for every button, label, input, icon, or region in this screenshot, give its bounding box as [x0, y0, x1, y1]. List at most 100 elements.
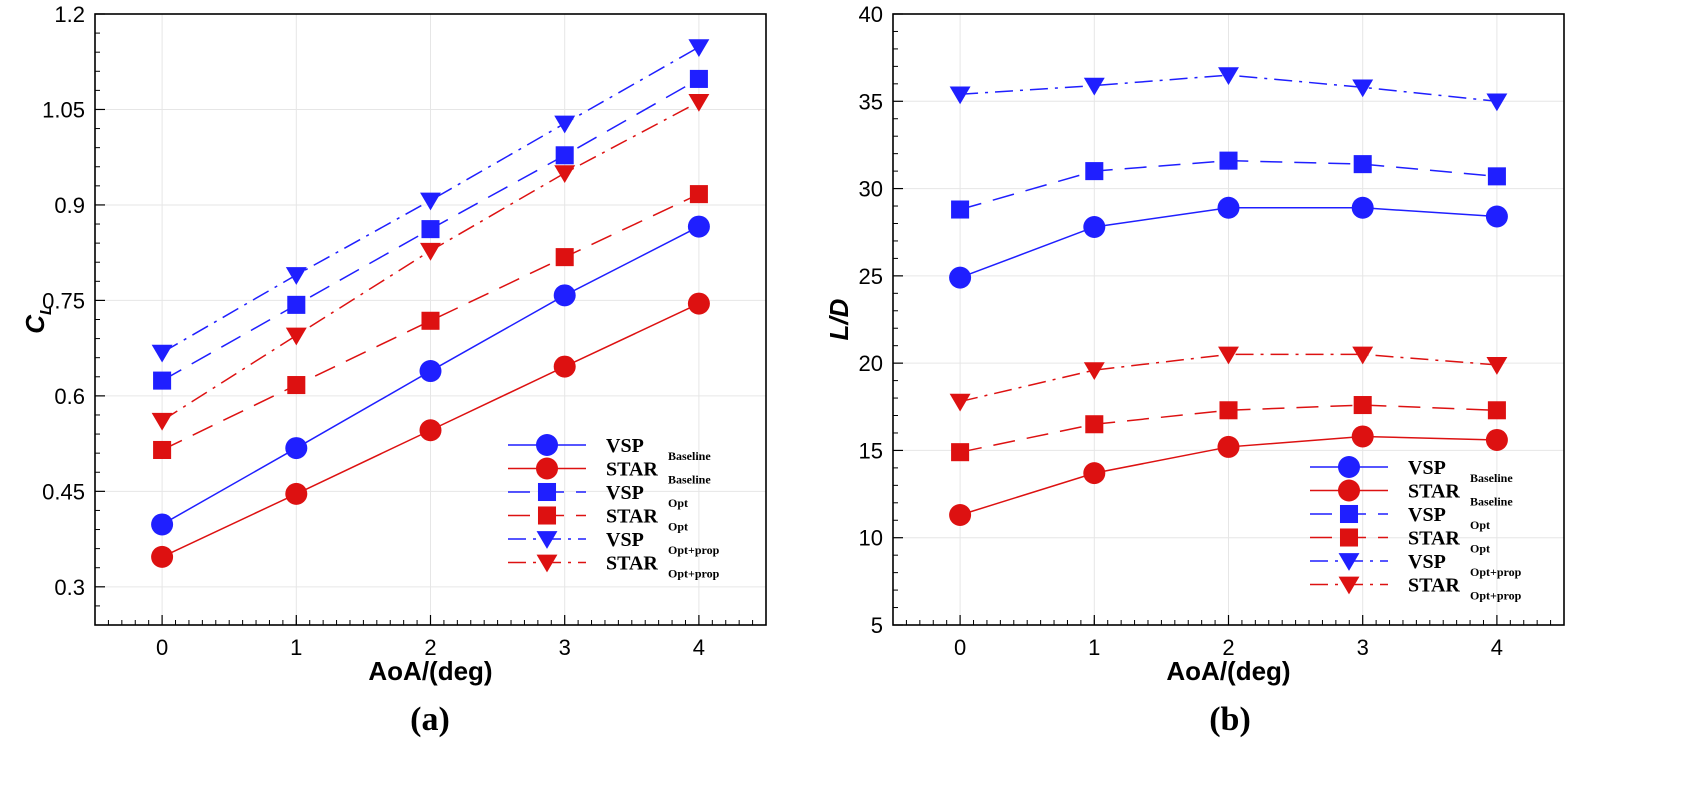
data-point: [951, 200, 970, 219]
legend-item: VSP Opt: [1310, 504, 1490, 532]
data-point: [287, 295, 306, 314]
series-vsp-opt-prop: [151, 39, 710, 363]
data-point: [553, 284, 576, 307]
data-point: [420, 192, 441, 211]
legend-label: STAR Opt: [1408, 528, 1490, 556]
legend-label-sub: Baseline: [1470, 495, 1513, 509]
y-tick-label: 10: [859, 526, 883, 551]
legend-label-name: STAR: [1408, 528, 1460, 550]
y-tick-label: 5: [871, 613, 883, 638]
series-vsp-opt: [951, 151, 1506, 219]
legend-marker: [1338, 456, 1360, 478]
legend-marker: [1338, 479, 1360, 502]
series-vsp-baseline: [151, 215, 710, 536]
data-point: [1083, 462, 1106, 485]
legend-label-name: STAR: [1408, 481, 1460, 503]
legend-label-name: STAR: [606, 459, 658, 481]
y-tick-label: 15: [859, 438, 883, 463]
legend-label-sub: Opt+prop: [1470, 565, 1522, 579]
series-line: [161, 193, 700, 451]
data-point: [151, 545, 174, 568]
legend-label-sub: Baseline: [1470, 471, 1513, 485]
data-point: [1485, 205, 1508, 228]
legend-label-name: STAR: [1408, 575, 1460, 597]
y-axis-title-sub: L: [38, 305, 55, 315]
legend-label-sub: Opt: [668, 496, 688, 510]
data-point: [1487, 401, 1506, 420]
legend-label-sub: Opt+prop: [668, 543, 720, 557]
legend-item: STAR Opt+prop: [1310, 575, 1522, 603]
y-axis-title-main: L/D: [824, 298, 854, 340]
data-point: [420, 242, 441, 261]
legend-marker: [536, 457, 558, 480]
legend-label: VSP Opt+prop: [606, 529, 720, 557]
data-point: [1217, 435, 1240, 458]
legend-item: VSP Baseline: [1310, 456, 1513, 485]
data-point: [285, 482, 308, 505]
data-point: [949, 266, 972, 289]
data-point: [151, 412, 173, 431]
data-point: [951, 443, 970, 462]
legend-label-name: VSP: [606, 482, 644, 504]
data-point: [688, 93, 710, 112]
legend-label-sub: Opt: [668, 520, 688, 534]
legend-label-name: VSP: [1408, 504, 1446, 526]
data-point: [285, 327, 307, 346]
data-point: [1085, 415, 1104, 434]
series-star-opt: [951, 396, 1506, 462]
legend-label-name: STAR: [606, 506, 658, 528]
legend-item: VSP Baseline: [508, 434, 711, 463]
x-tick-label: 4: [1491, 635, 1503, 660]
data-point: [1217, 196, 1240, 219]
y-tick-label: 25: [859, 264, 883, 289]
data-point: [689, 69, 708, 88]
x-tick-label: 0: [156, 635, 168, 660]
chart-panel-a: 0 1 2 3 4 0.3 0.45 0.6 0.75 0.9 1.05 1.2 AoA/(deg) CL…: [20, 2, 767, 738]
legend-label-sub: Opt: [1470, 518, 1490, 532]
x-tick-label: 4: [693, 635, 705, 660]
y-tick-label: 20: [859, 351, 883, 376]
legend-marker: [1338, 553, 1360, 571]
legend-label-name: VSP: [606, 529, 644, 551]
legend-label: STAR Baseline: [606, 459, 711, 487]
data-point: [1219, 401, 1238, 420]
series-vsp-opt: [153, 69, 708, 390]
series-star-opt-prop: [151, 93, 710, 431]
legend-label: VSP Baseline: [606, 435, 711, 463]
legend-marker: [1339, 528, 1359, 547]
legend-label-name: VSP: [606, 435, 644, 457]
data-point: [419, 419, 442, 442]
data-point: [1085, 162, 1104, 181]
legend-item: VSP Opt: [508, 482, 688, 510]
legend-label-name: STAR: [606, 553, 658, 575]
x-axis-title: AoA/(deg): [368, 656, 492, 686]
data-point: [151, 513, 174, 536]
series-vsp-baseline: [949, 196, 1508, 289]
y-tick-label: 0.75: [42, 288, 85, 313]
data-point: [153, 371, 172, 390]
data-point: [554, 115, 576, 134]
x-tick-label: 2: [424, 635, 436, 660]
legend-label: STAR Baseline: [1408, 481, 1513, 509]
data-point: [555, 146, 574, 165]
data-point: [285, 437, 308, 460]
legend-label-sub: Baseline: [668, 449, 711, 463]
data-point: [689, 185, 708, 204]
y-tick-label: 1.2: [54, 2, 85, 27]
x-tick-label: 3: [559, 635, 571, 660]
legend-marker: [536, 531, 558, 549]
legend-marker: [1338, 576, 1360, 595]
legend-marker: [537, 482, 557, 502]
x-axis-title: AoA/(deg): [1166, 656, 1290, 686]
legend-label-sub: Opt: [1470, 542, 1490, 556]
data-point: [1083, 77, 1105, 96]
panel-label: (b): [1209, 701, 1251, 738]
data-point: [151, 344, 173, 363]
data-point: [1353, 396, 1372, 415]
y-tick-label: 1.05: [42, 97, 85, 122]
data-point: [949, 504, 972, 527]
legend-item: STAR Baseline: [1310, 479, 1513, 509]
y-tick-label: 0.6: [54, 384, 85, 409]
series-star-baseline: [949, 425, 1508, 527]
